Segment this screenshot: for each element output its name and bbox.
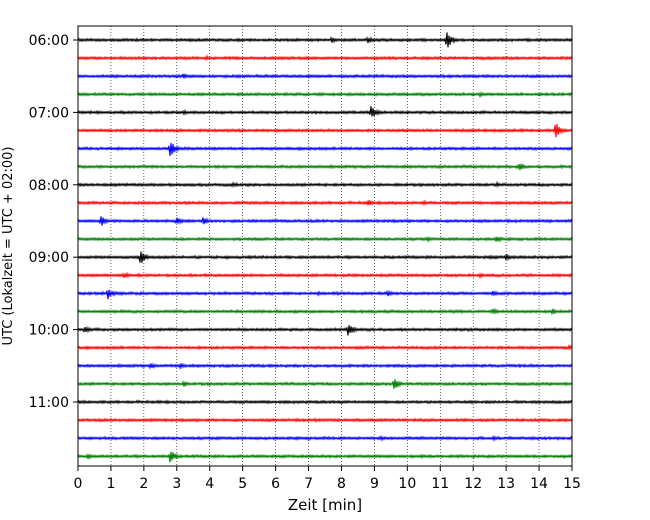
trace-0930: [77, 289, 573, 300]
trace-1045: [77, 379, 573, 389]
x-tick-label: 12: [464, 476, 482, 492]
y-tick-label: 11:00: [29, 395, 69, 411]
trace-0745: [77, 162, 573, 171]
trace-0800: [77, 180, 573, 188]
x-tick-label: 0: [74, 476, 83, 492]
x-tick-label: 11: [431, 476, 449, 492]
trace-0845: [77, 235, 573, 243]
trace-1000: [77, 325, 573, 336]
x-tick-label: 7: [304, 476, 313, 492]
trace-0900: [77, 251, 573, 263]
x-axis-ticks: 0 1 2 3 4 5 6 7 8 9 10 11 12 13 14 15: [74, 466, 581, 492]
x-tick-label: 14: [530, 476, 548, 492]
y-tick-label: 07:00: [29, 105, 69, 121]
x-tick-label: 4: [205, 476, 214, 492]
trace-1030: [77, 362, 573, 371]
trace-0730: [77, 142, 573, 156]
trace-0630: [77, 73, 573, 80]
trace-1115: [77, 417, 573, 423]
y-axis-title: UTC (Lokalzeit = UTC + 02:00): [1, 147, 16, 346]
y-tick-label: 10:00: [29, 323, 69, 339]
trace-0915: [77, 271, 573, 280]
trace-1130: [77, 434, 573, 442]
trace-0815: [77, 199, 573, 207]
x-tick-label: 13: [497, 476, 515, 492]
x-tick-label: 5: [238, 476, 247, 492]
x-tick-label: 8: [337, 476, 346, 492]
x-tick-label: 9: [370, 476, 379, 492]
x-tick-label: 6: [271, 476, 280, 492]
x-axis-title: Zeit [min]: [288, 496, 362, 514]
trace-0700: [77, 106, 573, 117]
vertical-grid-lines: [110, 26, 540, 466]
trace-0715: [77, 124, 573, 138]
trace-1015: [77, 343, 573, 351]
seismogram-traces: [77, 32, 573, 463]
x-tick-label: 3: [172, 476, 181, 492]
trace-0645: [77, 91, 573, 99]
y-tick-label: 06:00: [29, 33, 69, 49]
trace-0830: [77, 216, 573, 226]
x-tick-label: 15: [563, 476, 581, 492]
x-tick-label: 2: [139, 476, 148, 492]
x-tick-label: 10: [398, 476, 416, 492]
trace-1100: [77, 399, 573, 405]
trace-0600: [77, 32, 573, 48]
trace-0615: [77, 54, 573, 62]
trace-0945: [77, 307, 573, 316]
x-tick-label: 1: [106, 476, 115, 492]
plot-frame: [77, 25, 573, 467]
trace-1145: [77, 451, 573, 463]
y-axis-ticks: 06:00 07:00 08:00 09:00 10:00 11:00: [29, 33, 78, 411]
y-tick-label: 08:00: [29, 178, 69, 194]
y-tick-label: 09:00: [29, 250, 69, 266]
